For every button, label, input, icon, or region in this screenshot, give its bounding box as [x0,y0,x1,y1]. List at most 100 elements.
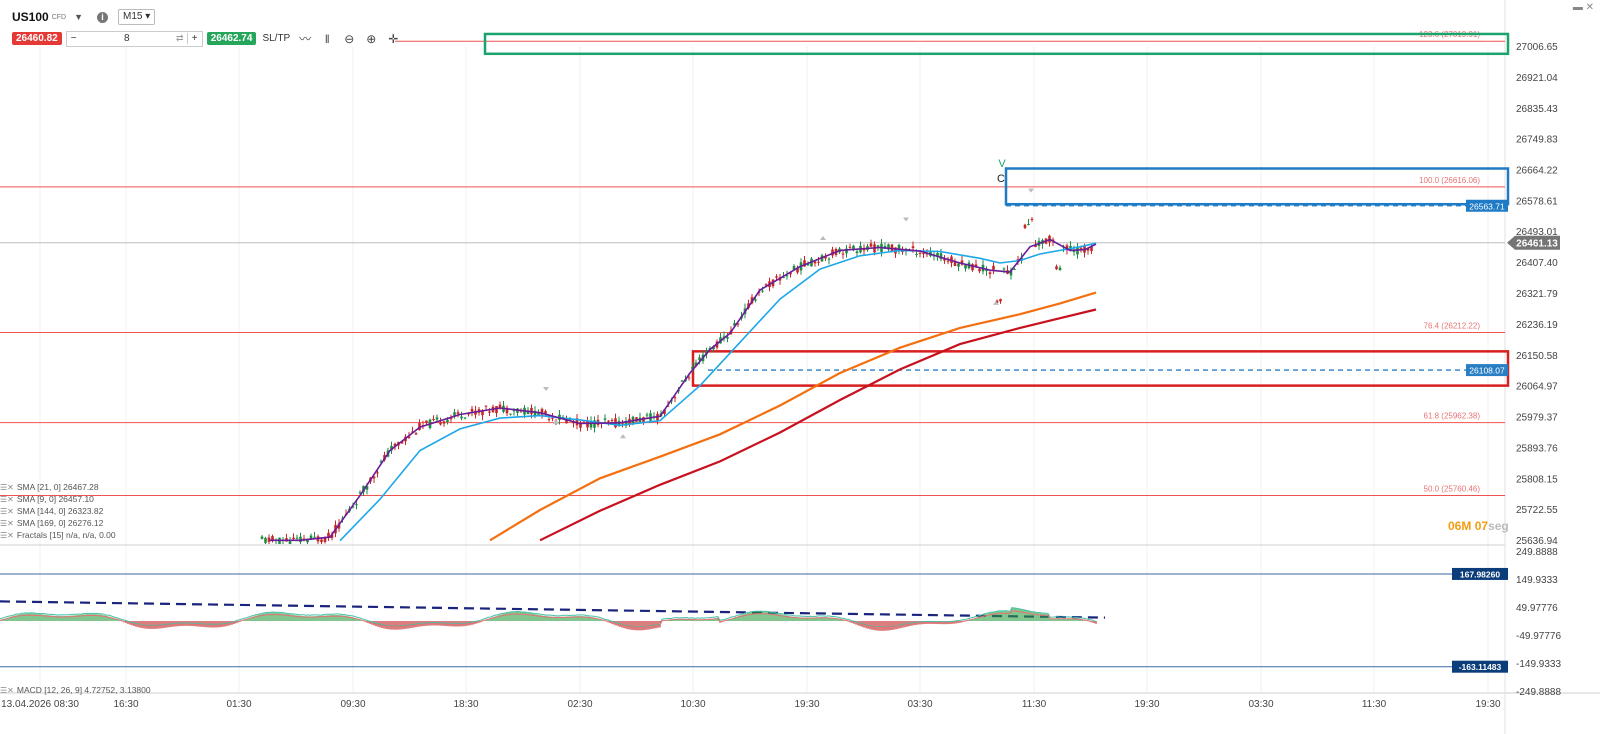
candle-body [1027,224,1030,226]
candle-body [414,433,418,435]
candle-body [456,412,460,414]
macd-y-tick-label: 249.8888 [1516,547,1558,558]
candle-body [680,380,684,382]
settings-icon[interactable]: ☰✕ [0,518,14,528]
zoom-out-icon[interactable]: ⊖ [344,31,355,46]
last-price-label: 26461.13 [1516,239,1558,250]
candle-body [645,414,649,416]
settings-icon[interactable]: ☰✕ [0,494,14,504]
window-controls[interactable]: ▬ ✕ [1572,2,1594,13]
legend-fractals[interactable]: ☰✕ Fractals [15] n/a, n/a, 0.00 [0,530,116,540]
candle-body [365,486,369,490]
fractal-arrow [620,434,626,439]
candle-body [526,410,530,415]
candle-body [537,412,540,415]
buy-price-button[interactable]: 26462.74 [206,32,257,45]
y-tick-label: 26321.79 [1516,289,1558,300]
sma-line [539,308,1097,542]
line-chart-icon[interactable]: 〰 [299,32,312,46]
candle-body [575,418,579,426]
legend-sma21[interactable]: ☰✕ SMA [21, 0] 26467.28 [0,482,99,492]
quantity-minus-button[interactable]: − [70,33,77,44]
candle-chart-icon[interactable]: ǁ [324,31,330,46]
price-tag-label: 26108.07 [1469,366,1505,376]
candle-body [642,417,645,423]
y-tick-label: 26150.58 [1516,351,1558,362]
legend-macd[interactable]: ☰✕ MACD [12, 26, 9] 4.72752, 3.13800 [0,685,151,695]
zoom-in-icon[interactable]: ⊕ [366,31,377,46]
sltp-button[interactable]: SL/TP [262,33,291,44]
candle-body [411,431,414,433]
x-tick-label: 13.04.2026 08:30 [1,699,79,710]
candles [260,216,1093,544]
y-tick-label: 25722.55 [1516,505,1558,516]
zone-box [483,32,1510,56]
sell-price-button[interactable]: 26460.82 [12,32,62,45]
timer-minutes: 06 [1448,519,1462,533]
y-tick-label: 25893.76 [1516,443,1558,454]
legend-sma9[interactable]: ☰✕ SMA [9, 0] 26457.10 [0,494,94,504]
candle-body [936,252,939,258]
candle-body [1034,244,1037,248]
candle-body [943,258,946,261]
candle-body [733,323,736,326]
info-icon[interactable]: i [97,11,109,23]
macd-signal-line [0,610,1097,628]
fractal-arrow [903,217,909,222]
candle-body [817,261,820,263]
quantity-plus-button[interactable]: + [186,33,202,44]
candle-body [1065,245,1069,251]
y-tick-label: 26835.43 [1516,104,1558,115]
candle-body [327,532,330,538]
candle-body [999,299,1002,302]
timeframe-select[interactable]: M15 ▾ [118,9,156,25]
candle-body [964,264,967,269]
candle-body [264,537,267,543]
settings-icon[interactable]: ☰✕ [0,685,14,695]
crosshair-icon[interactable]: ✛ [388,31,399,46]
sma-line [270,238,1097,542]
legend-sma169[interactable]: ☰✕ SMA [169, 0] 26276.12 [0,518,103,528]
legend-label: SMA [169, 0] 26276.12 [16,518,104,528]
candle-body [1002,268,1006,270]
candle-body [1030,218,1034,220]
sma-line [489,291,1097,542]
candle-body [260,536,264,539]
quantity-stepper[interactable]: − 8 ⇄ + [65,30,203,47]
settings-icon[interactable]: ☰✕ [0,506,14,516]
x-tick-label: 16:30 [113,699,138,710]
candle-body [390,445,393,451]
legend-label: Fractals [15] n/a, n/a, 0.00 [16,530,116,540]
fib-level-label: 61.8 (25962.38) [1424,412,1481,421]
settings-icon[interactable]: ☰✕ [0,482,14,492]
fractal-arrow [1028,188,1034,193]
last-price-tag [1507,235,1560,250]
symbol-dropdown-icon[interactable]: ▼ [74,12,84,22]
settings-icon[interactable]: ☰✕ [0,530,14,540]
quantity-input[interactable]: 8 [80,33,173,44]
trade-toolbar: US100 CFD ▼ i M15 ▾ 26460.82 − 8 ⇄ + 264… [0,0,420,50]
symbol-name[interactable]: US100 [12,10,49,24]
candle-body [785,275,789,277]
x-tick-label: 19:30 [794,699,819,710]
candle-body [862,249,866,251]
candle-body [435,417,439,420]
swap-icon[interactable]: ⇄ [175,33,184,43]
price-tag-label: 26563.71 [1469,201,1505,211]
macd-y-tick-label: -49.97776 [1516,631,1561,642]
candle-body [547,419,551,421]
candle-body [442,421,446,424]
candle-body [1009,269,1013,276]
candle-body [971,264,974,271]
candle-body [897,244,901,250]
legend-sma144[interactable]: ☰✕ SMA [144, 0] 26323.82 [0,506,103,516]
price-tag [1466,364,1508,377]
fractal-arrow [820,235,826,240]
legend-label: SMA [21, 0] 26467.28 [16,482,99,492]
candle-body [551,417,554,419]
zone-box [691,350,1510,387]
fib-level-label: 76.4 (26212.22) [1424,322,1481,331]
macd-y-tick-label: 149.9333 [1516,575,1558,586]
